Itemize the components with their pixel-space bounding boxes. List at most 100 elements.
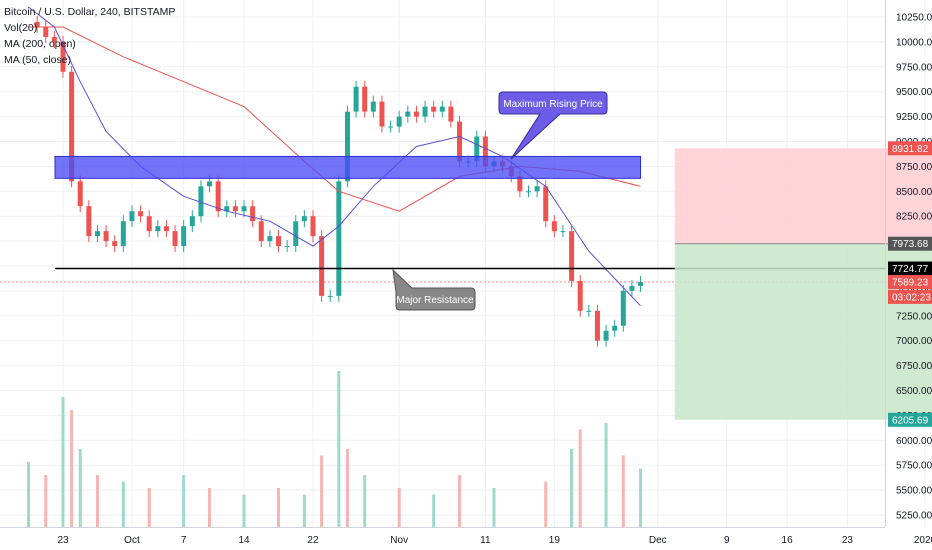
callout-bubble — [498, 91, 608, 160]
price-badge-label: 7724.77 — [892, 264, 929, 275]
volume-bar — [578, 429, 582, 527]
indicator-volume[interactable]: Vol(20) — [4, 22, 38, 34]
volume-bar — [639, 468, 643, 527]
candle-body — [474, 136, 480, 162]
volume-bar — [604, 423, 608, 527]
candle-body — [198, 186, 204, 217]
candle-body — [603, 330, 609, 341]
candle-body — [103, 231, 109, 242]
price-tick-label: 6750.00 — [896, 361, 932, 372]
price-tick-label: 6500.00 — [896, 386, 932, 397]
candle-body — [207, 181, 213, 187]
volume-bar — [61, 397, 65, 527]
candle-body — [232, 206, 238, 212]
candle-body — [594, 310, 600, 341]
resistance-zone — [54, 155, 642, 179]
price-badge — [888, 275, 932, 290]
candle-body — [482, 136, 488, 167]
price-tick-label: 7000.00 — [896, 336, 932, 347]
volume-bars — [27, 371, 643, 527]
candle-body — [155, 226, 161, 232]
price-badge — [888, 289, 932, 304]
price-badge — [888, 236, 932, 251]
candle-body — [34, 21, 40, 27]
time-tick-label: 23 — [57, 535, 69, 546]
callout-label: Major Resistance — [396, 295, 474, 306]
candle-body — [327, 295, 333, 297]
time-tick-label: Nov — [390, 535, 408, 546]
candle-body — [439, 106, 445, 112]
volume-bar — [208, 488, 212, 527]
callout-label: Maximum Rising Price — [503, 99, 603, 110]
candle-body — [94, 231, 100, 237]
candle-body — [146, 216, 152, 232]
price-tick-label: 5750.00 — [896, 461, 932, 472]
price-badge — [888, 412, 932, 427]
candle-body — [112, 241, 118, 247]
price-tick-label: 6000.00 — [896, 436, 932, 447]
volume-bar — [621, 455, 625, 527]
indicator-ma50[interactable]: MA (50, close) — [4, 54, 72, 66]
candle-body — [86, 206, 92, 237]
time-tick-label: 14 — [238, 535, 250, 546]
candle-body — [51, 36, 57, 42]
volume-bar — [44, 475, 48, 527]
time-tick-label: Oct — [124, 535, 140, 546]
volume-bar — [182, 475, 186, 527]
candle-body — [551, 221, 557, 232]
candle-body — [267, 236, 273, 242]
volume-bar — [70, 410, 74, 527]
symbol-title[interactable]: Bitcoin / U.S. Dollar, 240, BITSTAMP — [4, 6, 176, 18]
candle-body — [181, 226, 187, 247]
candle-body — [577, 280, 583, 311]
price-tick-label: 8500.00 — [896, 187, 932, 198]
candle-body — [120, 221, 126, 247]
candle-body — [284, 246, 290, 248]
volume-bar — [492, 488, 496, 527]
time-tick-label: Dec — [649, 535, 667, 546]
candle-body — [138, 211, 144, 217]
candle-body — [586, 310, 592, 312]
candle-body — [612, 325, 618, 331]
price-tick-label: 5250.00 — [896, 511, 932, 522]
candle-body — [413, 111, 419, 117]
price-badge-label: 7973.68 — [892, 239, 929, 250]
candle-body — [310, 216, 316, 237]
price-badge — [888, 261, 932, 276]
candle-body — [457, 121, 463, 162]
volume-bar — [363, 475, 367, 527]
candle-body — [224, 206, 230, 212]
callout-bubble — [392, 268, 476, 311]
price-tick-label: 10000.00 — [896, 37, 932, 48]
candle-body — [431, 106, 437, 112]
candle-body — [448, 106, 454, 122]
volume-bar — [320, 455, 324, 527]
volume-bar — [242, 494, 246, 527]
candle-body — [405, 111, 411, 117]
callout-major-resistance: Major Resistance — [392, 268, 476, 311]
candle-body — [172, 231, 178, 247]
price-tick-label: 7250.00 — [896, 311, 932, 322]
candle-body — [77, 181, 83, 207]
volume-bar — [302, 494, 306, 527]
candle-body — [560, 231, 566, 233]
time-tick-label: 19 — [549, 535, 561, 546]
time-tick-label: 2020 — [914, 535, 932, 546]
candle-body — [241, 206, 247, 212]
time-tick-label: 22 — [307, 535, 319, 546]
indicator-ma200[interactable]: MA (200, open) — [4, 38, 76, 50]
time-tick-label: 16 — [782, 535, 794, 546]
price-badge-label: 03:02:23 — [892, 292, 931, 303]
volume-bar — [95, 475, 99, 527]
price-tick-label: 8750.00 — [896, 162, 932, 173]
chart-legend: Bitcoin / U.S. Dollar, 240, BITSTAMP Vol… — [4, 4, 175, 68]
candle-body — [60, 41, 66, 72]
price-badge-label: 7589.23 — [892, 278, 929, 289]
candle-body — [396, 116, 402, 127]
candle-body — [422, 106, 428, 117]
volume-bar — [544, 481, 548, 527]
candle-body — [379, 101, 385, 127]
candle-body — [534, 186, 540, 192]
time-tick-label: 11 — [480, 535, 491, 546]
